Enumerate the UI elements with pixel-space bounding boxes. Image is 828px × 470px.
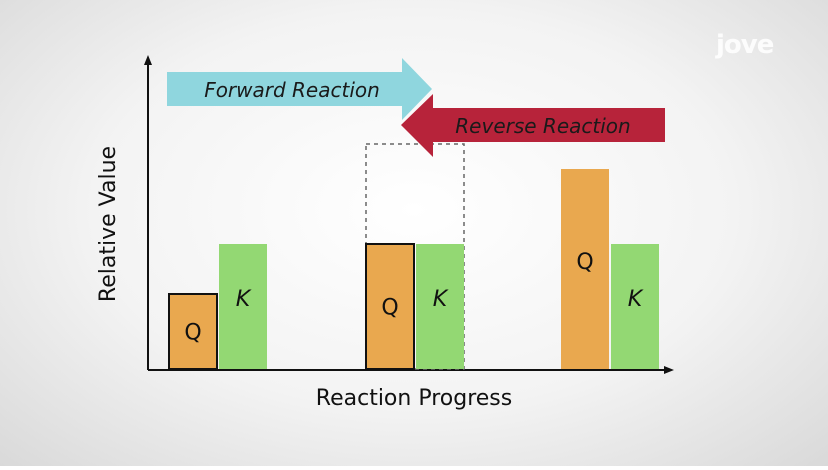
k-bar [611, 244, 659, 369]
reverse-arrow-label: Reverse Reaction [455, 114, 630, 138]
k-bar-label: K [433, 287, 449, 312]
q-bar-label: Q [184, 321, 201, 346]
jove-logo-text: jove [715, 30, 774, 60]
q-bar [168, 293, 218, 370]
forward-arrow-shape [167, 58, 432, 120]
q-bar-label: Q [381, 296, 398, 321]
q-bar [365, 243, 415, 370]
k-bar [416, 244, 464, 369]
x-axis-arrowhead [664, 366, 674, 374]
bars-layer: Q K Q K Q K [168, 169, 659, 370]
k-bar [219, 244, 267, 369]
forward-arrow-label: Forward Reaction [204, 78, 380, 102]
y-axis-title: Relative Value [96, 146, 121, 302]
x-axis-title: Reaction Progress [316, 386, 512, 411]
forward-reaction-arrow: Forward Reaction [167, 58, 432, 120]
k-bar-label: K [628, 287, 644, 312]
k-bar-label: K [236, 287, 252, 312]
jove-logo: jove [715, 30, 775, 60]
reverse-arrow-shape [401, 94, 665, 157]
q-bar [561, 169, 609, 369]
y-axis-arrowhead [144, 55, 152, 65]
q-bar-label: Q [576, 250, 593, 275]
reverse-reaction-arrow: Reverse Reaction [401, 94, 665, 157]
